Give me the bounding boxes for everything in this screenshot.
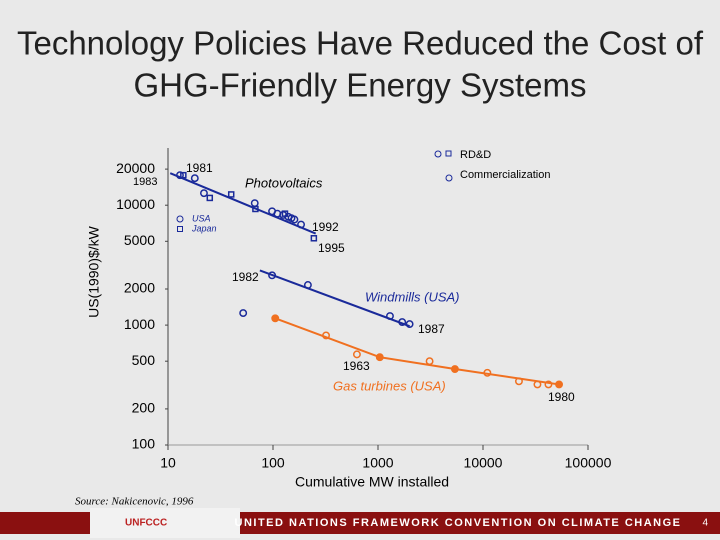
legend-label: RD&D (460, 149, 491, 161)
legend-label: Commercialization (460, 169, 550, 181)
point (405, 320, 414, 329)
footer-text: UNITED NATIONS FRAMEWORK CONVENTION ON C… (235, 517, 682, 529)
point (375, 353, 384, 362)
y-tick-label: 20000 (116, 160, 155, 176)
point (450, 365, 459, 373)
annotation: 1992 (312, 220, 339, 234)
x-tick-label: 100000 (565, 455, 612, 471)
x-axis-label: Cumulative MW installed (295, 474, 449, 490)
legend-marker (445, 150, 452, 157)
y-axis-label: US(1990)$/kW (86, 225, 102, 318)
point (281, 210, 289, 217)
annotation: Photovoltaics (245, 175, 323, 190)
annotation: 1983 (133, 176, 157, 188)
point (180, 171, 187, 179)
point (352, 350, 361, 359)
point (239, 309, 248, 318)
y-tick-label: 5000 (124, 232, 155, 248)
point (268, 271, 277, 280)
y-tick-label: 2000 (124, 280, 155, 296)
logo-box (90, 508, 240, 538)
trend-line (259, 269, 410, 328)
annotation: 1995 (318, 241, 345, 255)
y-tick-label: 10000 (116, 196, 155, 212)
source: Source: Nakicenovic, 1996 (75, 496, 194, 508)
y-tick-label: 1000 (124, 316, 155, 332)
annotation: 1987 (418, 322, 445, 336)
x-tick-label: 10 (160, 455, 176, 471)
title-line: Technology Policies Have Reduced the Cos… (17, 25, 704, 62)
page-number: 4 (702, 518, 708, 529)
point (303, 281, 312, 289)
point (483, 368, 492, 377)
point (544, 380, 553, 389)
point (310, 235, 318, 242)
y-tick-label: 500 (132, 352, 156, 368)
point (322, 331, 330, 340)
point (386, 312, 394, 320)
x-tick-label: 10000 (464, 455, 503, 471)
point (555, 380, 563, 389)
title-line: GHG-Friendly Energy Systems (134, 67, 587, 104)
annotation: 1981 (186, 161, 213, 175)
point (176, 171, 184, 180)
trend-point (271, 314, 279, 322)
point (250, 199, 259, 208)
trend-line (169, 172, 317, 235)
point (200, 189, 208, 198)
annotation: 1980 (548, 390, 575, 404)
point (190, 174, 199, 183)
y-tick-label: 200 (132, 400, 156, 416)
legend-marker (177, 226, 183, 232)
point (515, 377, 523, 386)
annotation: 1982 (232, 270, 259, 284)
series-label: Windmills (USA) (365, 289, 460, 304)
point (425, 357, 434, 366)
point (533, 380, 542, 389)
point (398, 318, 407, 327)
trend-point (451, 365, 459, 373)
logo: UNFCCC (125, 518, 167, 529)
x-tick-label: 100 (261, 455, 285, 471)
series-label: Gas turbines (USA) (333, 378, 446, 393)
point (297, 220, 306, 229)
trend-point (376, 353, 384, 361)
legend-marker (445, 174, 453, 182)
y-tick-label: 100 (132, 436, 156, 452)
point (290, 215, 299, 224)
point (206, 194, 214, 202)
legend-marker (176, 215, 184, 223)
point (271, 314, 280, 323)
point (227, 191, 235, 198)
legend-label: Japan (191, 223, 217, 233)
legend-label: USA (192, 213, 211, 223)
point (252, 205, 259, 213)
trend-point (555, 380, 563, 388)
legend-marker (434, 150, 442, 158)
annotation: 1963 (343, 359, 370, 373)
x-tick-label: 1000 (362, 455, 393, 471)
